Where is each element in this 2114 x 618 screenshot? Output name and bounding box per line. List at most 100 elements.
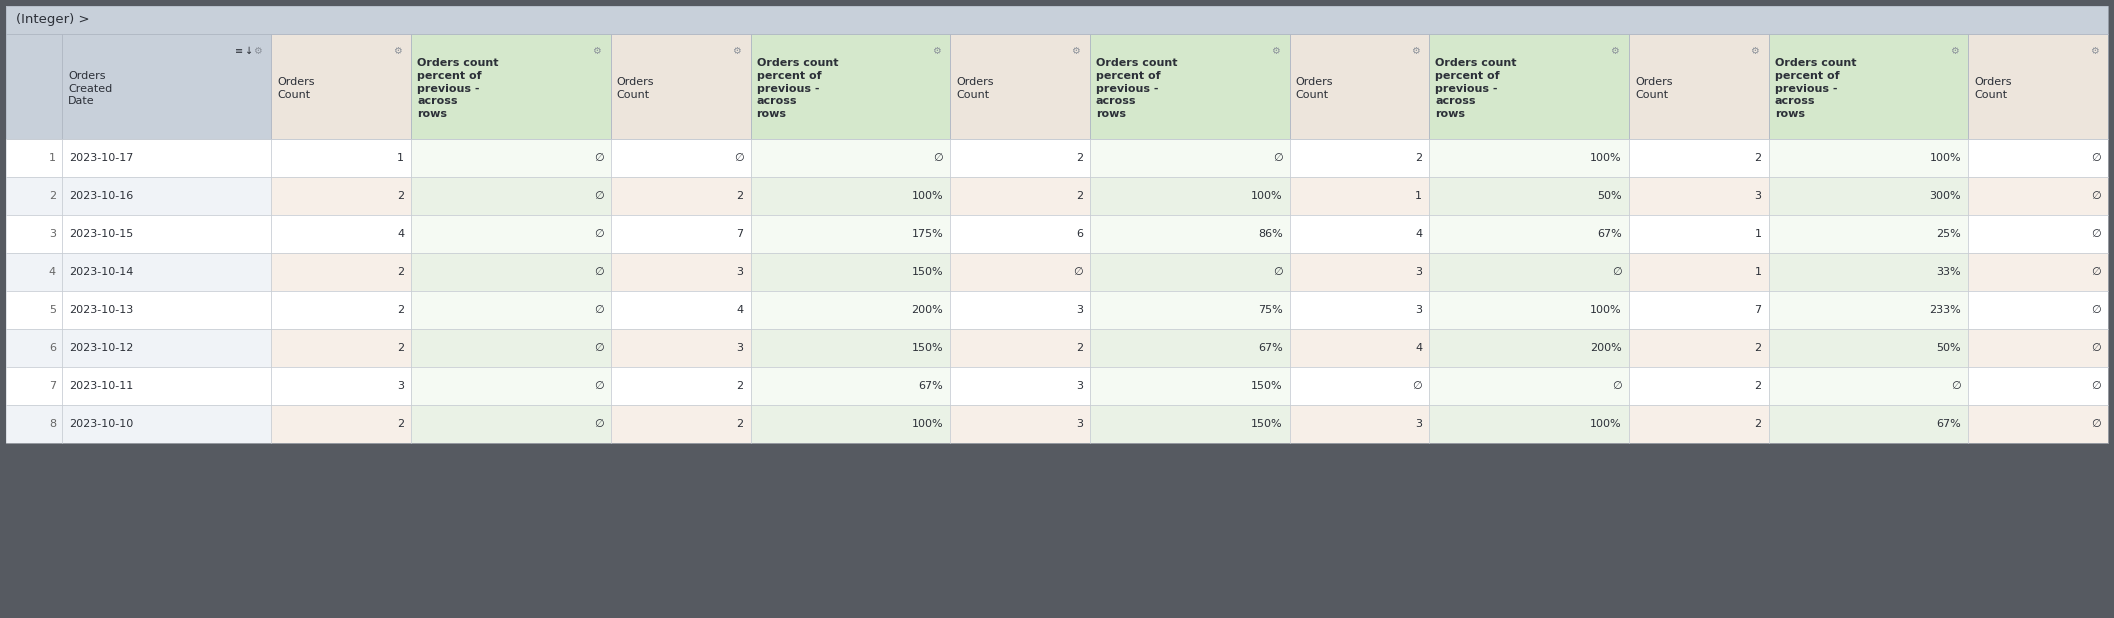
Bar [271,291,412,329]
Text: ∅: ∅ [594,267,605,277]
Bar [1630,139,1769,177]
Text: ∅: ∅ [2091,267,2101,277]
Bar [750,329,949,367]
Text: 100%: 100% [911,191,943,201]
Bar [412,215,611,253]
Text: 2023-10-15: 2023-10-15 [70,229,133,239]
Text: ∅: ∅ [934,153,943,163]
Bar [1290,253,1429,291]
Bar [750,215,949,253]
Bar [1630,405,1769,443]
Bar [611,215,750,253]
Bar [1290,215,1429,253]
Bar [1429,291,1630,329]
Text: ⚙: ⚙ [1271,46,1279,56]
Bar [1769,367,1968,405]
Bar [1290,405,1429,443]
Text: 50%: 50% [1936,343,1962,353]
Text: 2: 2 [397,343,404,353]
Bar [1091,329,1290,367]
Text: 2: 2 [1076,343,1082,353]
Text: ∅: ∅ [2091,419,2101,429]
Bar [1968,291,2108,329]
Text: 150%: 150% [1251,381,1283,391]
Text: Orders
Count: Orders Count [1974,77,2013,100]
Text: Orders count
percent of
previous -
across
rows: Orders count percent of previous - acros… [1095,58,1177,119]
Bar [412,367,611,405]
Text: ∅: ∅ [2091,191,2101,201]
Bar [412,329,611,367]
Text: Orders count
percent of
previous -
across
rows: Orders count percent of previous - acros… [757,58,837,119]
Text: 100%: 100% [1251,191,1283,201]
Bar [1769,329,1968,367]
Text: ∅: ∅ [2091,305,2101,315]
Bar [1091,367,1290,405]
Text: 2: 2 [736,191,744,201]
Bar [412,253,611,291]
Bar [750,139,949,177]
Bar [1769,329,1968,367]
Bar [1968,253,2108,291]
Bar [750,367,949,405]
Text: 7: 7 [49,381,55,391]
Text: 2: 2 [1414,153,1423,163]
Text: ∅: ∅ [734,153,744,163]
Bar [61,367,271,405]
Bar [6,177,61,215]
Text: 175%: 175% [911,229,943,239]
Bar [750,405,949,443]
Bar [1429,215,1630,253]
Bar [750,405,949,443]
Bar [611,215,750,253]
Bar [611,367,750,405]
Bar [949,291,1091,329]
Text: ⚙: ⚙ [254,46,262,56]
Bar [271,405,412,443]
Bar [949,367,1091,405]
Bar [611,253,750,291]
Bar [1769,215,1968,253]
Bar [61,329,271,367]
Bar [1630,329,1769,367]
Text: 7: 7 [1755,305,1761,315]
Text: 1: 1 [397,153,404,163]
Bar [1968,34,2108,139]
Text: ∅: ∅ [2091,153,2101,163]
Bar [1769,177,1968,215]
Bar [412,329,611,367]
Bar [6,329,61,367]
Bar [271,329,412,367]
Bar [412,291,611,329]
Text: ⚙: ⚙ [731,46,742,56]
Bar [611,139,750,177]
Bar [1630,177,1769,215]
Bar [1630,215,1769,253]
Bar [6,139,61,177]
Bar [412,367,611,405]
Bar [6,253,61,291]
Bar [750,329,949,367]
Bar [1091,405,1290,443]
Text: 4: 4 [49,267,55,277]
Bar [1769,139,1968,177]
Bar [611,139,750,177]
Bar [1290,253,1429,291]
Bar [1091,177,1290,215]
Bar [1290,215,1429,253]
Bar [1091,34,1290,139]
Text: 2: 2 [1755,419,1761,429]
Text: 2: 2 [397,267,404,277]
Bar [611,291,750,329]
Text: 150%: 150% [911,343,943,353]
Bar [1290,34,1429,139]
Text: 2: 2 [397,191,404,201]
Text: ∅: ∅ [594,191,605,201]
Text: 33%: 33% [1936,267,1962,277]
Bar [949,253,1091,291]
Bar [1091,329,1290,367]
Bar [949,215,1091,253]
Bar [412,177,611,215]
Text: 50%: 50% [1598,191,1621,201]
Text: 3: 3 [1414,267,1423,277]
Text: 2023-10-14: 2023-10-14 [70,267,133,277]
